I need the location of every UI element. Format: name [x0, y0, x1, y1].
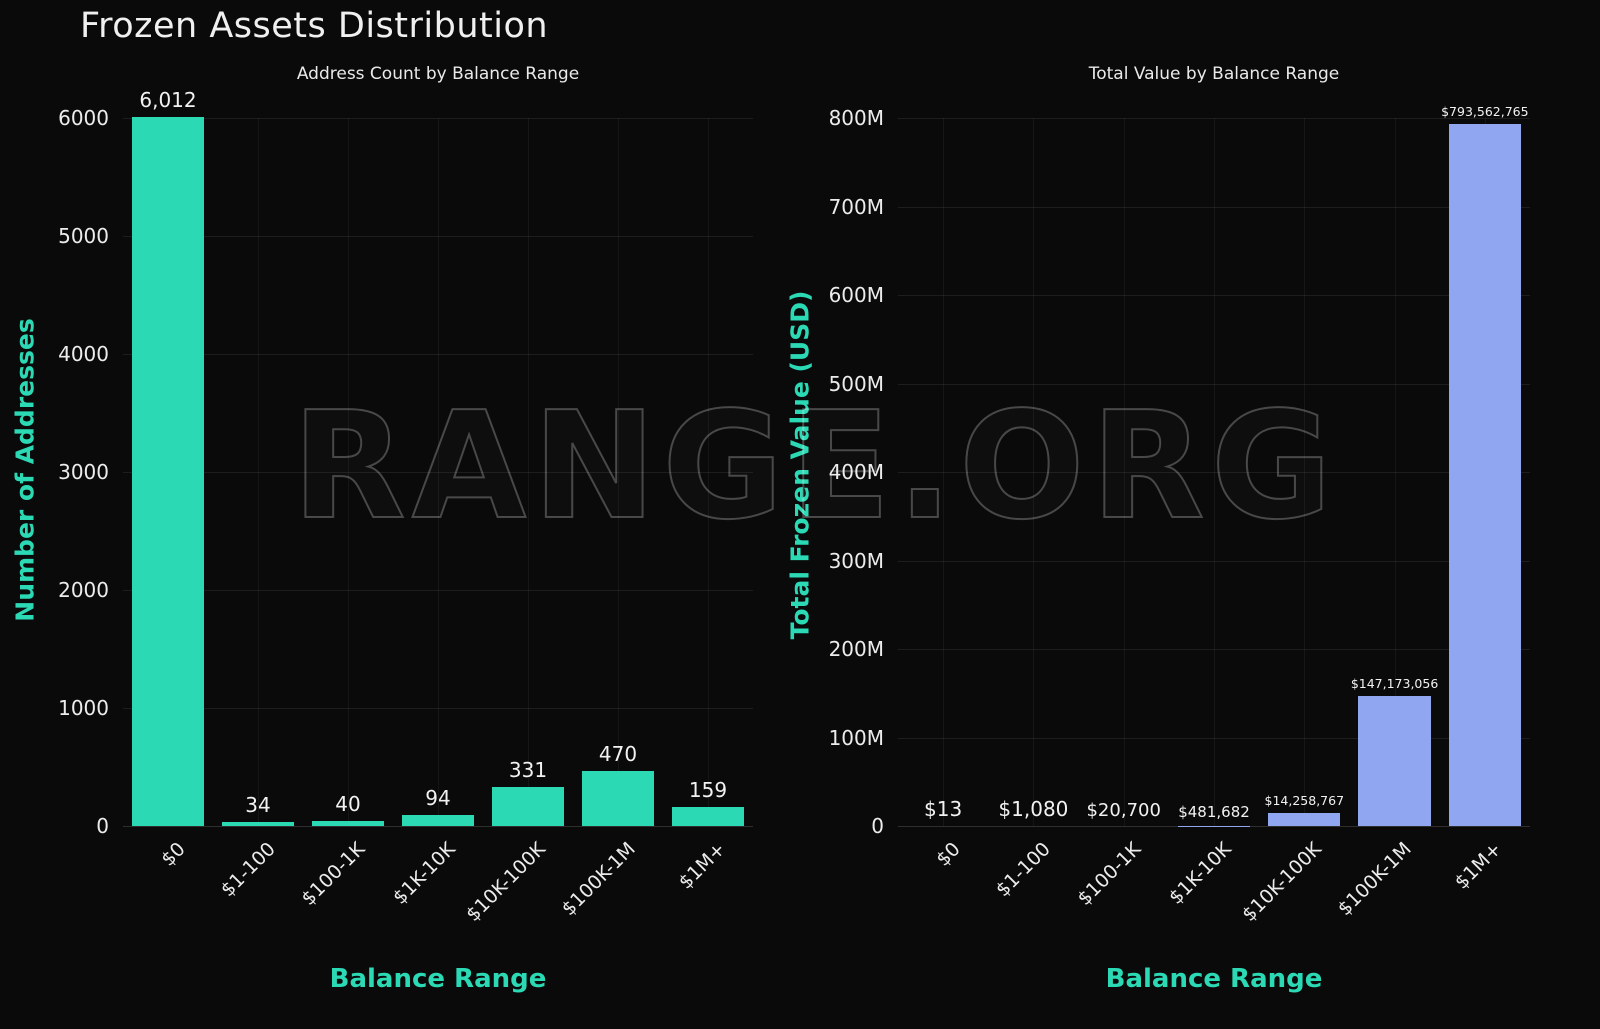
x-tick-label: $1M+: [1450, 838, 1507, 894]
y-tick-label: 200M: [828, 637, 884, 661]
total-value-plot-area: 0 100M 200M 300M 400M 500M 600M 700M 800M $13 $0 $1…: [829, 104, 1530, 926]
bar-value-label: 6,012: [139, 87, 197, 112]
y-tick-label: 3000: [58, 460, 109, 484]
bar--10k-100k: [1268, 813, 1341, 826]
bar--10k-100k: [492, 786, 564, 826]
bar--1-100: [222, 822, 294, 826]
vertical-gridline: [618, 118, 619, 826]
y-tick-label: 0: [96, 814, 109, 838]
bar-value-label: $147,173,056: [1350, 675, 1439, 691]
page-title: Frozen Assets Distribution: [80, 6, 549, 46]
x-tick-label: $1K-10K: [1164, 838, 1236, 909]
horizontal-gridline: [123, 354, 753, 355]
vertical-gridline: [1214, 118, 1215, 826]
bar--1m-: [1448, 123, 1521, 826]
y-tick-label: 300M: [828, 548, 884, 573]
bar--1k-10k: [402, 814, 474, 826]
bar-value-label: 40: [335, 792, 361, 817]
x-tick-label: $0: [156, 838, 190, 871]
y-tick-label: 600M: [828, 283, 884, 307]
y-tick-label: 800M: [828, 106, 884, 130]
bar-value-label: $1,080: [998, 797, 1069, 821]
bar--100k-1m: [1358, 695, 1431, 826]
bar-value-label: $481,682: [1178, 802, 1250, 821]
y-tick-label: 500M: [828, 371, 884, 396]
y-tick-label: 700M: [828, 194, 884, 219]
bar--0: [132, 116, 204, 826]
x-axis-label-balance-range-left: Balance Range: [329, 964, 547, 994]
bar-value-label: $793,562,765: [1441, 103, 1529, 119]
horizontal-gridline: [898, 649, 1530, 650]
vertical-gridline: [1123, 118, 1125, 826]
horizontal-gridline: [898, 118, 1530, 119]
y-tick-label: 1000: [58, 696, 109, 720]
horizontal-gridline: [898, 472, 1530, 473]
vertical-gridline: [708, 118, 709, 826]
y-tick-label: 400M: [828, 460, 884, 484]
vertical-gridline: [1394, 118, 1396, 826]
vertical-gridline: [1033, 118, 1035, 826]
horizontal-gridline: [898, 295, 1530, 296]
chart-title-total-value: Total Value by Balance Range: [1088, 64, 1340, 84]
x-tick-label: $1M+: [674, 838, 730, 894]
x-tick-label: $100K-1M: [1333, 838, 1417, 921]
x-tick-label: $100-1K: [297, 838, 370, 910]
x-tick-label: $0: [932, 838, 965, 871]
bar-value-label: 331: [508, 757, 548, 782]
horizontal-gridline: [898, 383, 1530, 385]
x-tick-label: $1K-10K: [388, 838, 460, 909]
bar-value-label: 94: [425, 785, 451, 810]
x-tick-label: $100-1K: [1073, 838, 1146, 910]
y-tick-label: 5000: [58, 224, 109, 248]
vertical-gridline: [943, 118, 945, 826]
y-axis-label-number-of-addresses: Number of Addresses: [10, 318, 40, 622]
x-tick-label: $1-100: [216, 838, 280, 902]
bar-value-label: $14,258,767: [1264, 793, 1345, 809]
bar--100-1k: [312, 821, 384, 826]
y-axis-label-total-frozen-value: Total Frozen Value (USD): [785, 290, 815, 640]
horizontal-gridline: [898, 206, 1530, 208]
horizontal-gridline: [123, 118, 753, 119]
bar--1m-: [672, 807, 744, 826]
horizontal-gridline: [123, 472, 753, 473]
x-tick-label: $100K-1M: [557, 838, 640, 921]
x-axis-label-balance-range-right: Balance Range: [1105, 964, 1323, 994]
horizontal-gridline: [123, 236, 753, 237]
bar--100k-1m: [582, 770, 654, 826]
y-tick-label: 0: [871, 814, 884, 838]
y-tick-label: 4000: [58, 342, 109, 366]
horizontal-gridline: [123, 590, 753, 591]
y-tick-label: 100M: [828, 725, 884, 750]
vertical-gridline: [348, 118, 349, 826]
vertical-gridline: [258, 118, 259, 826]
address-count-plot-area: 0 1000 2000 3000 4000 5000 6000 6,012 $0 34 $1-100…: [58, 88, 753, 926]
x-tick-label: $1-100: [991, 838, 1055, 902]
bar-value-label: 470: [598, 741, 638, 766]
x-tick-label: $10K-100K: [1237, 838, 1326, 926]
horizontal-gridline: [898, 737, 1530, 739]
vertical-gridline: [528, 118, 529, 826]
x-tick-label: $10K-100K: [461, 838, 550, 926]
bar-value-label: $20,700: [1086, 799, 1161, 821]
vertical-gridline: [438, 118, 439, 826]
horizontal-gridline: [898, 560, 1530, 562]
chart-title-address-count: Address Count by Balance Range: [296, 64, 580, 84]
y-tick-label: 6000: [58, 106, 109, 130]
bar-value-label: $13: [924, 797, 963, 821]
horizontal-gridline: [123, 708, 753, 709]
bar-value-label: 34: [245, 793, 271, 817]
y-tick-label: 2000: [58, 578, 109, 602]
bar-value-label: 159: [688, 778, 728, 803]
vertical-gridline: [1304, 118, 1306, 826]
